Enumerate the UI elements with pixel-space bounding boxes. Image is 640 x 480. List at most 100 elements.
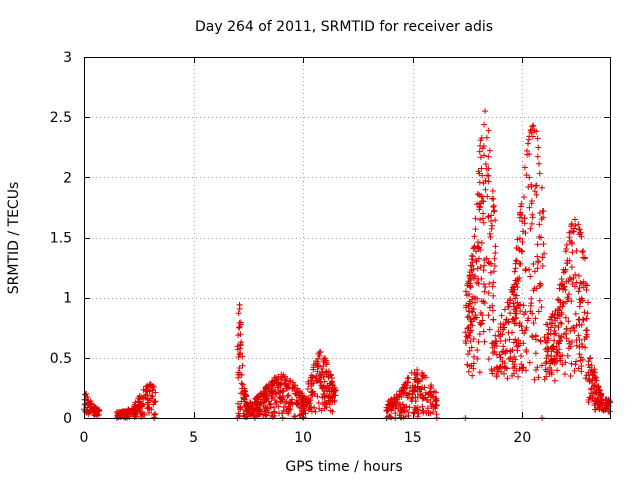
data-point	[468, 344, 475, 351]
data-point	[308, 408, 315, 415]
data-point	[592, 374, 599, 381]
data-point	[469, 259, 476, 266]
y-tick-label: 2	[63, 170, 72, 186]
data-point	[485, 127, 492, 134]
data-point	[539, 254, 546, 261]
data-point	[538, 184, 545, 191]
data-point	[433, 398, 440, 405]
data-point	[596, 404, 603, 411]
data-point	[492, 332, 499, 339]
data-point	[301, 402, 308, 409]
data-point	[319, 401, 326, 408]
data-point	[561, 371, 568, 378]
data-point	[260, 411, 267, 418]
data-point	[485, 213, 492, 220]
data-point	[482, 283, 489, 290]
data-point	[513, 280, 520, 287]
data-point	[522, 327, 529, 334]
data-point	[572, 271, 579, 278]
data-point	[521, 164, 528, 171]
x-tick-label: 20	[513, 430, 531, 446]
data-point	[271, 412, 278, 419]
data-point	[511, 320, 518, 327]
data-point	[482, 108, 489, 115]
data-point	[606, 408, 613, 415]
data-point	[575, 365, 582, 372]
data-point	[572, 361, 579, 368]
data-point	[576, 284, 583, 291]
data-point	[467, 327, 474, 334]
data-point	[571, 283, 578, 290]
data-point	[563, 260, 570, 267]
data-point	[490, 208, 497, 215]
data-point	[521, 194, 528, 201]
data-point	[492, 250, 499, 257]
data-point	[553, 343, 560, 350]
data-point	[521, 215, 528, 222]
y-tick-label: 1	[63, 291, 72, 307]
data-point	[516, 235, 523, 242]
data-point	[529, 133, 536, 140]
data-point	[541, 250, 548, 257]
data-point	[275, 373, 282, 380]
data-point	[286, 378, 293, 385]
data-point	[467, 316, 474, 323]
data-point	[485, 153, 492, 160]
data-point	[556, 307, 563, 314]
data-point	[289, 401, 296, 408]
data-point	[271, 404, 278, 411]
data-point	[490, 349, 497, 356]
data-point	[525, 136, 532, 143]
data-point	[544, 352, 551, 359]
data-point	[581, 309, 588, 316]
data-point	[554, 315, 561, 322]
data-point	[292, 390, 299, 397]
data-point	[518, 247, 525, 254]
data-point	[410, 387, 417, 394]
data-point	[469, 372, 476, 379]
data-point	[319, 369, 326, 376]
data-point	[329, 394, 336, 401]
data-point	[265, 398, 272, 405]
data-point	[557, 353, 564, 360]
data-point	[517, 211, 524, 218]
data-point	[575, 288, 582, 295]
data-point	[278, 374, 285, 381]
data-point	[266, 381, 273, 388]
data-point	[320, 363, 327, 370]
data-point	[471, 244, 478, 251]
data-point	[478, 134, 485, 141]
data-point	[580, 248, 587, 255]
data-point	[409, 391, 416, 398]
data-point	[533, 128, 540, 135]
data-point	[572, 310, 579, 317]
data-point	[507, 310, 514, 317]
data-point	[405, 374, 412, 381]
data-point	[481, 121, 488, 128]
data-point	[238, 380, 245, 387]
data-point	[567, 372, 574, 379]
data-point	[475, 275, 482, 282]
data-point	[568, 325, 575, 332]
data-point	[548, 353, 555, 360]
data-point	[512, 295, 519, 302]
data-point	[413, 405, 420, 412]
data-point	[529, 334, 536, 341]
data-point	[503, 365, 510, 372]
data-point	[527, 225, 534, 232]
data-point	[235, 310, 242, 317]
data-point	[535, 259, 542, 266]
data-point	[472, 272, 479, 279]
data-point	[471, 353, 478, 360]
data-point	[536, 297, 543, 304]
data-point	[579, 356, 586, 363]
data-point	[580, 254, 587, 261]
data-point	[551, 337, 558, 344]
data-point	[305, 378, 312, 385]
data-point	[280, 407, 287, 414]
data-point	[514, 236, 521, 243]
data-point	[472, 226, 479, 233]
y-tick-label: 2.5	[50, 110, 72, 126]
data-point	[130, 406, 137, 413]
data-point	[501, 324, 508, 331]
